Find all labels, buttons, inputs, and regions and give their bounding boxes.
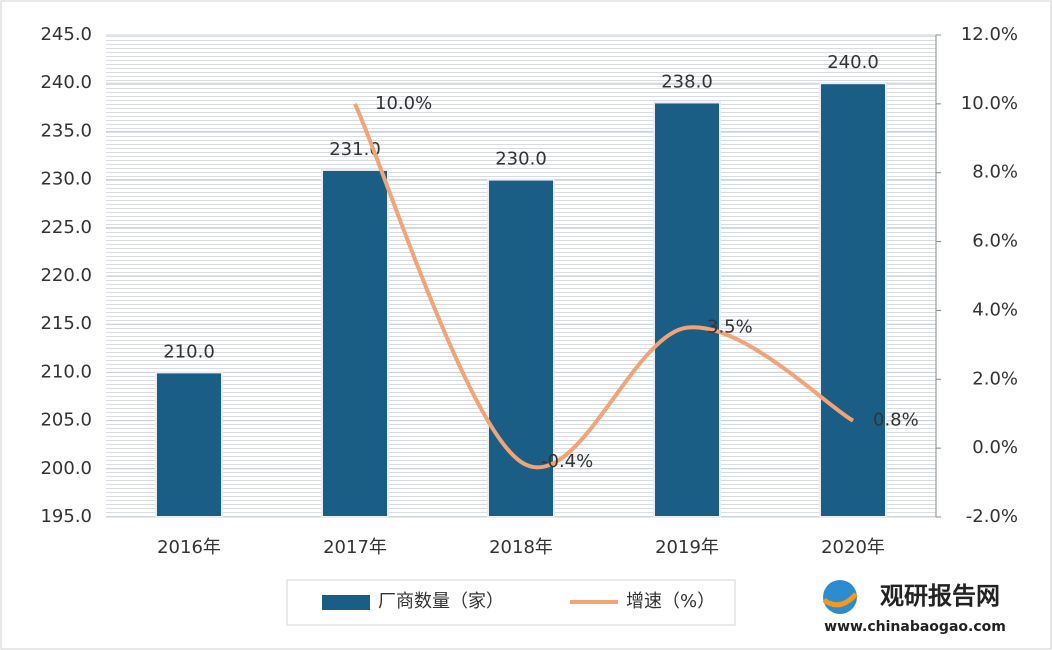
y-tick-label: 210.0 xyxy=(40,361,92,382)
y-tick-label: 240.0 xyxy=(40,72,92,93)
y-tick-label: 195.0 xyxy=(40,506,92,527)
data-label: 230.0 xyxy=(495,149,547,170)
y-tick-label: 230.0 xyxy=(40,169,92,190)
bar xyxy=(321,168,389,519)
x-tick-label: 2019年 xyxy=(655,537,719,558)
y-tick-label: 200.0 xyxy=(40,458,92,479)
watermark-name: 观研报告网 xyxy=(880,582,1000,610)
y2-tick-label: 6.0% xyxy=(972,231,1018,252)
bar xyxy=(653,101,721,518)
legend-swatch xyxy=(322,595,370,610)
watermark-logo xyxy=(822,592,858,608)
data-label: 238.0 xyxy=(661,71,713,92)
data-label: -0.4% xyxy=(541,451,593,472)
y2-tick-label: 2.0% xyxy=(972,368,1018,389)
watermark: 观研报告网 www.chinabaogao.com xyxy=(822,580,1006,635)
x-tick-label: 2018年 xyxy=(489,537,553,558)
x-tick-label: 2017年 xyxy=(323,537,387,558)
data-label: 3.5% xyxy=(707,317,753,338)
x-tick-label: 2020年 xyxy=(821,537,885,558)
y2-tick-label: 8.0% xyxy=(972,162,1018,183)
x-tick-label: 2016年 xyxy=(157,537,221,558)
y-tick-label: 205.0 xyxy=(40,410,92,431)
y-tick-label: 225.0 xyxy=(40,217,92,238)
data-label: 0.8% xyxy=(873,410,919,431)
data-label: 240.0 xyxy=(827,52,879,73)
legend-label: 厂商数量（家） xyxy=(378,591,504,612)
y2-tick-label: -2.0% xyxy=(966,506,1018,527)
watermark-url: www.chinabaogao.com xyxy=(824,619,1006,635)
y2-tick-label: 10.0% xyxy=(961,93,1018,114)
y-tick-label: 215.0 xyxy=(40,313,92,334)
y-tick-label: 235.0 xyxy=(40,120,92,141)
y2-tick-label: 0.0% xyxy=(972,437,1018,458)
data-label: 210.0 xyxy=(163,341,215,362)
y-tick-label: 220.0 xyxy=(40,265,92,286)
data-label: 10.0% xyxy=(375,93,432,114)
y2-tick-label: 4.0% xyxy=(972,299,1018,320)
legend-label: 增速（%） xyxy=(626,591,715,612)
line xyxy=(353,103,854,470)
y-tick-label: 245.0 xyxy=(40,24,92,45)
y2-tick-label: 12.0% xyxy=(961,24,1018,45)
data-label: 231.0 xyxy=(329,139,381,160)
bar xyxy=(155,371,223,518)
bar xyxy=(819,82,887,518)
